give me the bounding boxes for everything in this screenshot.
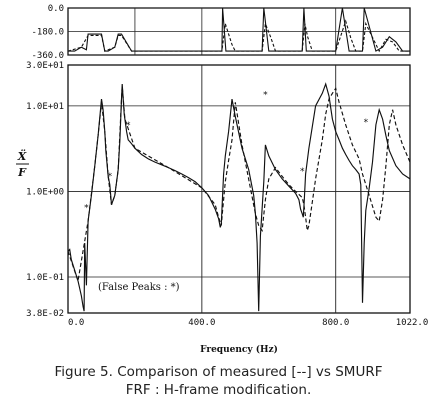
magnitude-x-tick-label: 400.0 [188, 318, 215, 328]
false-peak-star: * [108, 172, 113, 182]
phase-series-group [67, 7, 410, 53]
magnitude-y-tick-label: 3.8E-02 [26, 309, 64, 319]
phase-smurf-series-line [68, 7, 410, 52]
magnitude-x-tick-label: 0.0 [68, 318, 84, 328]
figure-caption-line-1: Figure 5. Comparison of measured [--] vs… [54, 364, 383, 380]
magnitude-x-tick-labels: 0.0 400.0 800.0 1022.0 [68, 318, 428, 328]
phase-y-tick-labels: 0.0 -180.0 -360.0 [31, 4, 64, 61]
false-peak-star: * [263, 91, 268, 101]
false-peak-star: * [126, 121, 131, 131]
magnitude-plot-frame [67, 64, 411, 314]
phase-gridlines [68, 7, 410, 56]
figure-caption-line-2: FRF : H-frame modification. [125, 382, 312, 398]
phase-panel: 0.0 -180.0 -360.0 [31, 4, 411, 61]
magnitude-gridlines [68, 65, 410, 313]
magnitude-y-tick-label: 1.0E+01 [26, 102, 64, 112]
false-peak-markers: * * * * * * [84, 91, 368, 214]
y-axis-label-numerator: Ẍ [17, 149, 27, 163]
magnitude-y-tick-label: 1.0E+00 [26, 187, 64, 197]
magnitude-x-tick-label: 800.0 [322, 318, 349, 328]
magnitude-series-group [67, 82, 411, 312]
y-axis-label-denominator: F [17, 166, 27, 179]
phase-y-tick-label: 0.0 [48, 4, 64, 14]
false-peak-star: * [84, 203, 89, 213]
x-axis-label: Frequency (Hz) [200, 344, 278, 355]
magnitude-panel: 3.0E+01 1.0E+01 1.0E+00 1.0E-01 3.8E-02 0.0 4… [26, 61, 428, 328]
false-peak-star: * [364, 118, 369, 128]
phase-y-tick-label: -180.0 [31, 28, 64, 38]
magnitude-y-tick-label: 3.0E+01 [26, 61, 64, 71]
magnitude-y-tick-label: 1.0E-01 [26, 273, 64, 283]
false-peak-star: * [300, 167, 305, 177]
false-peaks-annotation: (False Peaks : *) [98, 282, 180, 293]
magnitude-measured-series-line [67, 86, 411, 282]
phase-measured-series-line [67, 19, 410, 53]
phase-y-tick-label: -360.0 [31, 51, 64, 61]
magnitude-x-tick-label: 1022.0 [396, 318, 429, 328]
magnitude-y-tick-labels: 3.0E+01 1.0E+01 1.0E+00 1.0E-01 3.8E-02 [26, 61, 64, 319]
